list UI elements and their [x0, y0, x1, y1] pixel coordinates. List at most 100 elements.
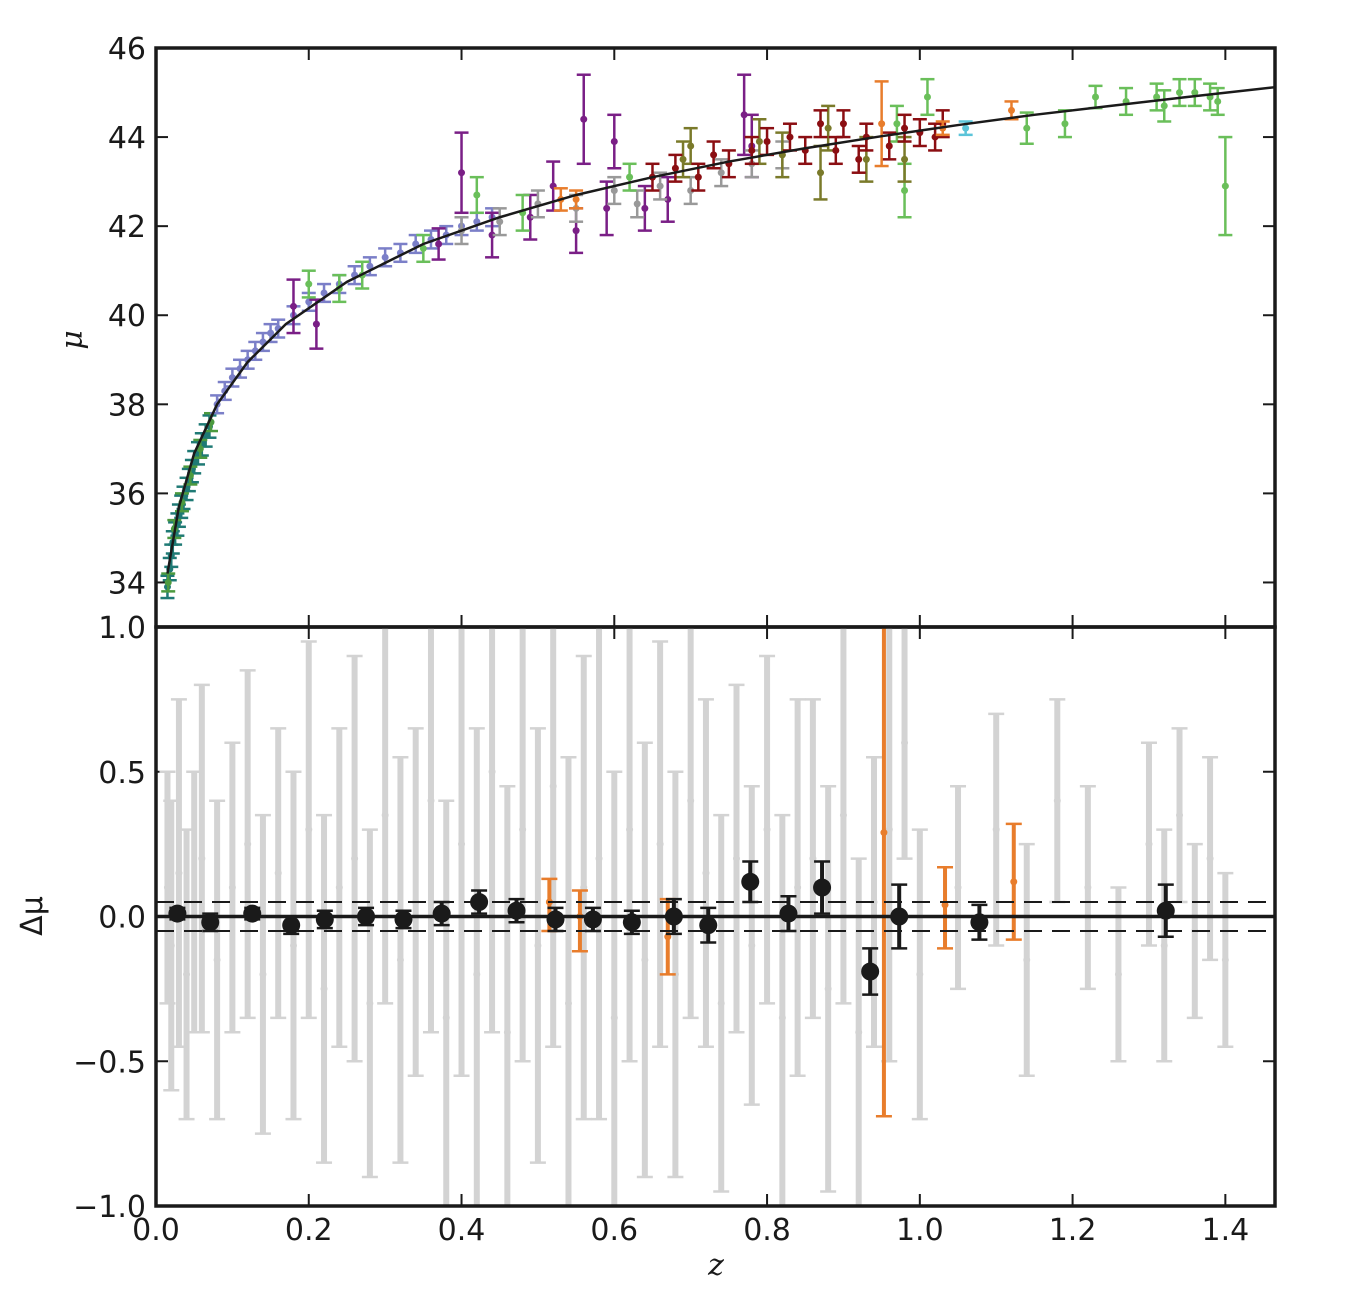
- bottom-y-tick-label: 1.0: [98, 611, 146, 646]
- bottom-axes-ticks: −1.0 −0.5 0.0 0.5 1.0 0.0 0.2 0.4 0.6 0.8 1.0 1.2 1.…: [73, 611, 1275, 1248]
- model-curve: [166, 85, 1276, 574]
- residual-data-point: [583, 910, 602, 929]
- residual-data-point: [167, 941, 175, 949]
- top-data-point: [885, 142, 893, 150]
- residual-data-point: [213, 956, 221, 964]
- residual-data-point: [855, 1028, 863, 1036]
- top-data-point: [748, 146, 756, 154]
- residual-data-point: [351, 855, 359, 863]
- residual-data-point: [305, 826, 313, 834]
- top-data-point: [572, 195, 580, 203]
- residual-data-point: [1084, 884, 1092, 892]
- top-data-point: [289, 302, 297, 310]
- top-axes-ticks: 34 36 38 40 42 44 46: [108, 32, 1275, 627]
- residual-data-point: [458, 840, 466, 848]
- residual-data-point: [1023, 956, 1031, 964]
- top-data-point: [580, 115, 588, 123]
- residual-data-point: [335, 884, 343, 892]
- residual-data-point: [885, 826, 893, 834]
- top-y-axis-label: μ: [55, 330, 90, 350]
- bottom-x-tick-label: 1.4: [1201, 1213, 1249, 1248]
- bottom-axes-frame: [154, 625, 1277, 1208]
- top-data-point: [710, 151, 718, 159]
- residual-data-point: [282, 916, 301, 935]
- top-series-2: [210, 207, 500, 415]
- top-data-point: [488, 231, 496, 239]
- bottom-y-tick-label: 0.0: [98, 901, 146, 936]
- top-data-point: [626, 173, 634, 181]
- residual-data-point: [656, 840, 664, 848]
- residual-data-point: [641, 956, 649, 964]
- top-data-series: [160, 73, 1233, 600]
- top-data-point: [694, 173, 702, 181]
- bottom-y-tick-label: 0.5: [98, 756, 146, 791]
- residual-data-point: [381, 811, 389, 819]
- x-axis-label: z: [707, 1248, 724, 1283]
- residual-data-point: [503, 1028, 511, 1036]
- residual-data-point: [916, 970, 924, 978]
- residual-data-point: [779, 904, 798, 923]
- top-data-point: [610, 138, 618, 146]
- top-data-point: [901, 187, 909, 195]
- top-data-point: [862, 155, 870, 163]
- top-y-tick-label: 40: [108, 299, 146, 334]
- bottom-data-series: [159, 625, 1234, 1208]
- top-data-point: [1176, 89, 1184, 97]
- top-data-point: [267, 329, 275, 337]
- top-data-point: [687, 142, 695, 150]
- top-y-tick-label: 38: [108, 388, 146, 423]
- top-data-point: [1092, 93, 1100, 101]
- top-data-point: [1007, 106, 1015, 114]
- bottom-x-tick-label: 0.8: [743, 1213, 791, 1248]
- residual-data-point: [366, 999, 374, 1007]
- residual-data-point: [699, 916, 718, 935]
- top-data-point: [656, 182, 664, 190]
- top-data-point: [419, 244, 427, 252]
- residual-data-point: [763, 826, 771, 834]
- bottom-y-tick-label: −1.0: [73, 1190, 146, 1225]
- residual-data-point: [595, 855, 603, 863]
- residual-data-point: [813, 878, 832, 897]
- residual-data-point: [243, 904, 262, 923]
- top-axes-frame: [154, 46, 1277, 629]
- top-data-point: [633, 200, 641, 208]
- bottom-x-tick-label: 0.2: [285, 1213, 333, 1248]
- top-data-point: [901, 155, 909, 163]
- top-data-point: [786, 133, 794, 141]
- residual-data-point: [794, 884, 802, 892]
- top-data-point: [893, 120, 901, 128]
- top-data-point: [878, 120, 886, 128]
- bottom-series-0: [159, 625, 1234, 1208]
- top-data-point: [610, 187, 618, 195]
- residual-data-point: [1206, 855, 1214, 863]
- residual-data-point: [702, 869, 710, 877]
- top-data-point: [1191, 89, 1199, 97]
- residual-data-point: [1221, 956, 1229, 964]
- residual-data-point: [274, 869, 282, 877]
- residual-data-point: [519, 826, 527, 834]
- residual-data-point: [564, 999, 572, 1007]
- top-data-point: [923, 93, 931, 101]
- residual-data-point: [534, 941, 542, 949]
- top-y-tick-label: 42: [108, 210, 146, 245]
- residual-data-point: [741, 872, 760, 891]
- top-series-8: [553, 80, 1019, 212]
- top-data-point: [839, 120, 847, 128]
- bottom-x-tick-label: 0.4: [438, 1213, 486, 1248]
- top-data-point: [320, 289, 328, 297]
- top-data-point: [824, 124, 832, 132]
- residual-data-point: [198, 855, 206, 863]
- residual-data-point: [315, 910, 334, 929]
- residual-data-point: [1114, 970, 1122, 978]
- residual-data-point: [546, 910, 565, 929]
- residual-data-point: [1176, 811, 1184, 819]
- top-data-point: [1023, 124, 1031, 132]
- top-data-point: [641, 204, 649, 212]
- top-data-point: [817, 169, 825, 177]
- top-y-tick-label: 36: [108, 477, 146, 512]
- top-data-point: [755, 138, 763, 146]
- residual-data-point: [396, 956, 404, 964]
- top-data-point: [1160, 102, 1168, 110]
- top-data-point: [763, 138, 771, 146]
- distance-modulus-panel: 34 36 38 40 42 44 46 μ: [55, 32, 1277, 629]
